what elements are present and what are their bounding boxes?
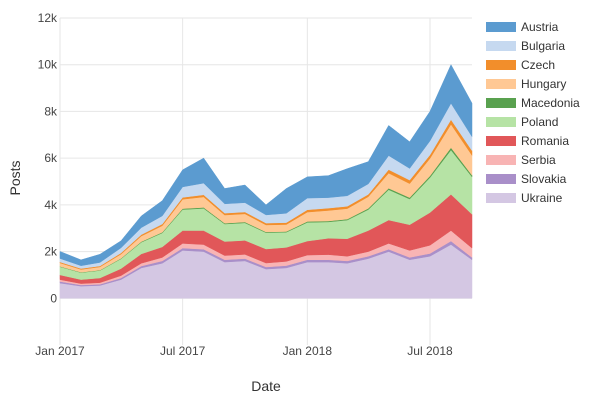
legend-item-bulgaria[interactable]: Bulgaria — [486, 39, 565, 53]
legend-swatch — [486, 41, 516, 51]
legend-swatch — [486, 79, 516, 89]
legend-label: Romania — [521, 134, 569, 148]
y-tick-label: 8k — [44, 104, 58, 118]
legend-label: Hungary — [521, 77, 566, 91]
y-tick-label: 12k — [38, 11, 58, 25]
x-tick-label: Jan 2018 — [283, 344, 333, 358]
legend-swatch — [486, 22, 516, 32]
legend-swatch — [486, 117, 516, 127]
legend-swatch — [486, 60, 516, 70]
legend-label: Bulgaria — [521, 39, 565, 53]
y-tick-label: 6k — [44, 151, 58, 165]
legend-item-austria[interactable]: Austria — [486, 20, 559, 34]
legend-item-czech[interactable]: Czech — [486, 58, 555, 72]
y-tick-label: 2k — [44, 245, 58, 259]
legend-label: Austria — [521, 20, 559, 34]
legend-item-macedonia[interactable]: Macedonia — [486, 96, 580, 110]
area-series-austria[interactable] — [59, 64, 473, 266]
legend-item-poland[interactable]: Poland — [486, 115, 558, 129]
legend-item-slovakia[interactable]: Slovakia — [486, 172, 567, 186]
legend-item-ukraine[interactable]: Ukraine — [486, 191, 563, 205]
legend-swatch — [486, 136, 516, 146]
legend-swatch — [486, 174, 516, 184]
y-tick-label: 10k — [38, 58, 58, 72]
legend-swatch — [486, 98, 516, 108]
x-tick-label: Jan 2017 — [35, 344, 85, 358]
legend-swatch — [486, 193, 516, 203]
legend-label: Macedonia — [521, 96, 580, 110]
legend-item-serbia[interactable]: Serbia — [486, 153, 556, 167]
legend-swatch — [486, 155, 516, 165]
legend-item-hungary[interactable]: Hungary — [486, 77, 566, 91]
legend-label: Ukraine — [521, 191, 563, 205]
legend-item-romania[interactable]: Romania — [486, 134, 569, 148]
x-tick-labels: Jan 2017 Jul 2017 Jan 2018 Jul 2018 — [35, 344, 453, 358]
legend-label: Czech — [521, 58, 555, 72]
y-tick-label: 0 — [50, 291, 57, 305]
legend-label: Serbia — [521, 153, 556, 167]
x-tick-label: Jul 2018 — [407, 344, 453, 358]
y-tick-label: 4k — [44, 198, 58, 212]
x-tick-label: Jul 2017 — [160, 344, 206, 358]
legend[interactable]: Austria Bulgaria Czech Hungary Macedonia Pola… — [486, 20, 580, 205]
x-axis-title: Date — [251, 378, 281, 394]
area-series-group — [59, 64, 473, 299]
legend-label: Slovakia — [521, 172, 567, 186]
legend-label: Poland — [521, 115, 558, 129]
y-tick-labels: 0 2k 4k 6k 8k 10k 12k — [38, 11, 58, 305]
y-axis-title: Posts — [7, 160, 23, 195]
